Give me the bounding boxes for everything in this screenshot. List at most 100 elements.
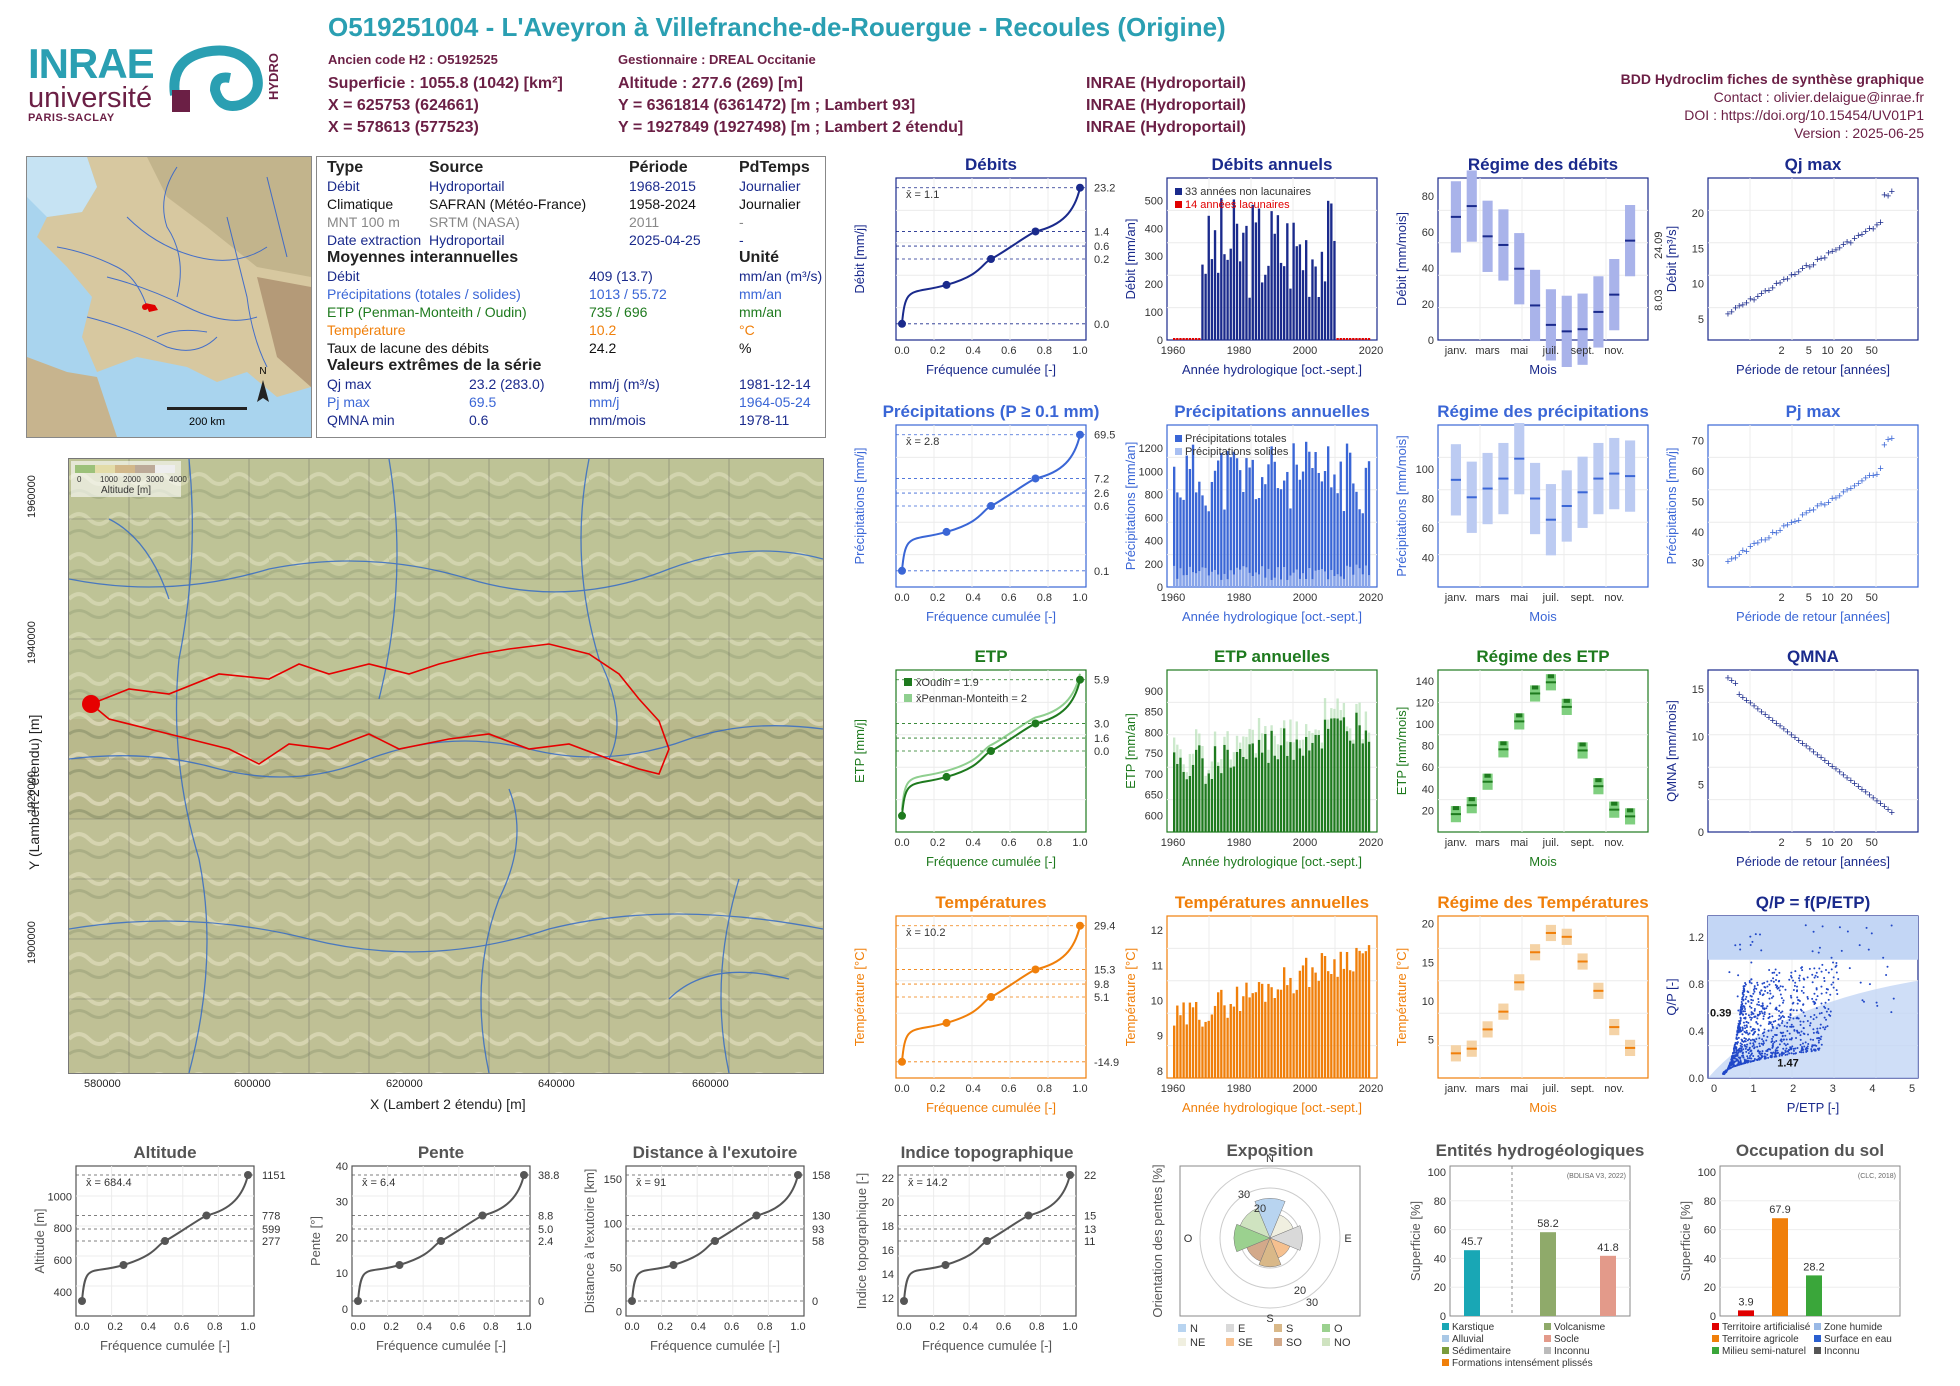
- scatter-point: [1780, 1016, 1783, 1019]
- legend-swatch: [1226, 1324, 1234, 1332]
- scatter-point: [1737, 1036, 1740, 1039]
- scatter-point: [1761, 1050, 1764, 1053]
- scatter-point: [1868, 983, 1871, 986]
- bar: [1358, 509, 1361, 587]
- scatter-point: [1796, 1031, 1799, 1034]
- x-tick: 1.0: [1072, 592, 1087, 604]
- chart-title: Pj max: [1786, 402, 1841, 421]
- bar-secondary: [1207, 769, 1210, 774]
- scatter-point: [1813, 992, 1816, 995]
- data-point: +: [1796, 515, 1802, 527]
- data-point: +: [1874, 469, 1880, 481]
- data-point: +: [1851, 233, 1857, 245]
- x-axis-label: Fréquence cumulée [-]: [650, 1338, 780, 1353]
- mean-label: x̄ = 91: [636, 1177, 666, 1189]
- scatter-point: [1886, 965, 1889, 968]
- quantile-point: [942, 527, 951, 536]
- scatter-point: [1802, 1026, 1805, 1029]
- scatter-point: [1830, 968, 1833, 971]
- bar: [1264, 733, 1267, 832]
- y-tick: 750: [1145, 748, 1163, 760]
- scatter-point: [1759, 933, 1762, 936]
- data-point: +: [1755, 703, 1761, 715]
- table-cell: 1978-11: [739, 412, 790, 428]
- x-tick: 50: [1866, 837, 1878, 849]
- chart-title: Entités hydrogéologiques: [1436, 1141, 1645, 1160]
- altitude: Altitude : 277.6 (269) [m]: [618, 75, 803, 92]
- data-point: +: [1781, 724, 1787, 736]
- bar: [1279, 989, 1283, 1078]
- scatter-point: [1764, 1052, 1767, 1055]
- altitude-legend: 0 1000 2000 3000 4000 Altitude [m]: [71, 461, 187, 497]
- scatter-point: [1798, 977, 1801, 980]
- scatter-point: [1792, 979, 1795, 982]
- scatter-point: [1745, 1060, 1748, 1063]
- bar: [1248, 297, 1251, 340]
- scatter-point: [1830, 983, 1833, 986]
- bar: [1188, 338, 1192, 340]
- quantile-point: [898, 811, 906, 820]
- data-point: +: [1807, 261, 1813, 273]
- scatter-point: [1798, 979, 1801, 982]
- scatter-point: [1790, 1023, 1793, 1026]
- scatter-point: [1759, 993, 1762, 996]
- y-tick: 500: [1145, 195, 1163, 207]
- bar-secondary: [1323, 698, 1327, 720]
- scatter-point: [1756, 981, 1759, 984]
- table-cell: 1964-05-24: [739, 394, 811, 410]
- scatter-point: [1774, 1049, 1777, 1052]
- bar-secondary: [1283, 720, 1286, 729]
- scatter-point: [1744, 1013, 1747, 1016]
- x-tick: 0.2: [930, 837, 945, 849]
- y-tick: 15: [1692, 684, 1704, 696]
- mean-label: x̄ = 684.4: [86, 1177, 132, 1189]
- scatter-point: [1785, 1047, 1788, 1050]
- table-cell: 1958-2024: [629, 196, 696, 212]
- scatter-point: [1750, 961, 1753, 964]
- legend-swatch: [1178, 1338, 1186, 1346]
- bar: [1320, 481, 1324, 587]
- bar: [1305, 737, 1308, 832]
- scatter-point: [1811, 973, 1814, 976]
- legend-label: Socle: [1554, 1334, 1579, 1345]
- scatter-point: [1741, 1039, 1744, 1042]
- bar-secondary: [1239, 569, 1242, 587]
- scatter-point: [1794, 970, 1797, 973]
- data-point: +: [1814, 254, 1820, 266]
- bar: [1207, 773, 1210, 832]
- x-tick: 0.0: [894, 1083, 909, 1095]
- bar: [1257, 982, 1261, 1078]
- scatter-point: [1767, 1047, 1770, 1050]
- data-point: +: [1777, 721, 1783, 733]
- x-axis-label: Fréquence cumulée [-]: [926, 609, 1056, 624]
- scatter-point: [1747, 1021, 1750, 1024]
- scatter-point: [1754, 933, 1757, 936]
- bar: [1239, 470, 1242, 587]
- scatter-point: [1752, 1054, 1755, 1057]
- table-cell: 2025-04-25: [629, 232, 701, 248]
- bar: [1213, 230, 1217, 340]
- scatter-point: [1817, 1037, 1820, 1040]
- bar: [1213, 746, 1217, 832]
- scatter-point: [1820, 970, 1823, 973]
- scatter-point: [1738, 1047, 1741, 1050]
- table-cell: Débit: [327, 268, 360, 284]
- data-point: +: [1803, 260, 1809, 272]
- bar-secondary: [1283, 566, 1286, 587]
- legend-tick: 0: [77, 475, 82, 484]
- scatter-point: [1743, 1024, 1746, 1027]
- plot-frame: [1707, 177, 1919, 341]
- scatter-point: [1772, 1035, 1775, 1038]
- scatter-point: [1827, 998, 1830, 1001]
- scatter-point: [1786, 1043, 1789, 1046]
- scatter-point: [1771, 1052, 1774, 1055]
- bar: [1276, 488, 1280, 587]
- bar: [1320, 953, 1324, 1078]
- bar: [1267, 464, 1270, 587]
- plot-frame: [1707, 424, 1919, 588]
- scatter-point: [1738, 1056, 1741, 1059]
- bar: [1235, 223, 1239, 340]
